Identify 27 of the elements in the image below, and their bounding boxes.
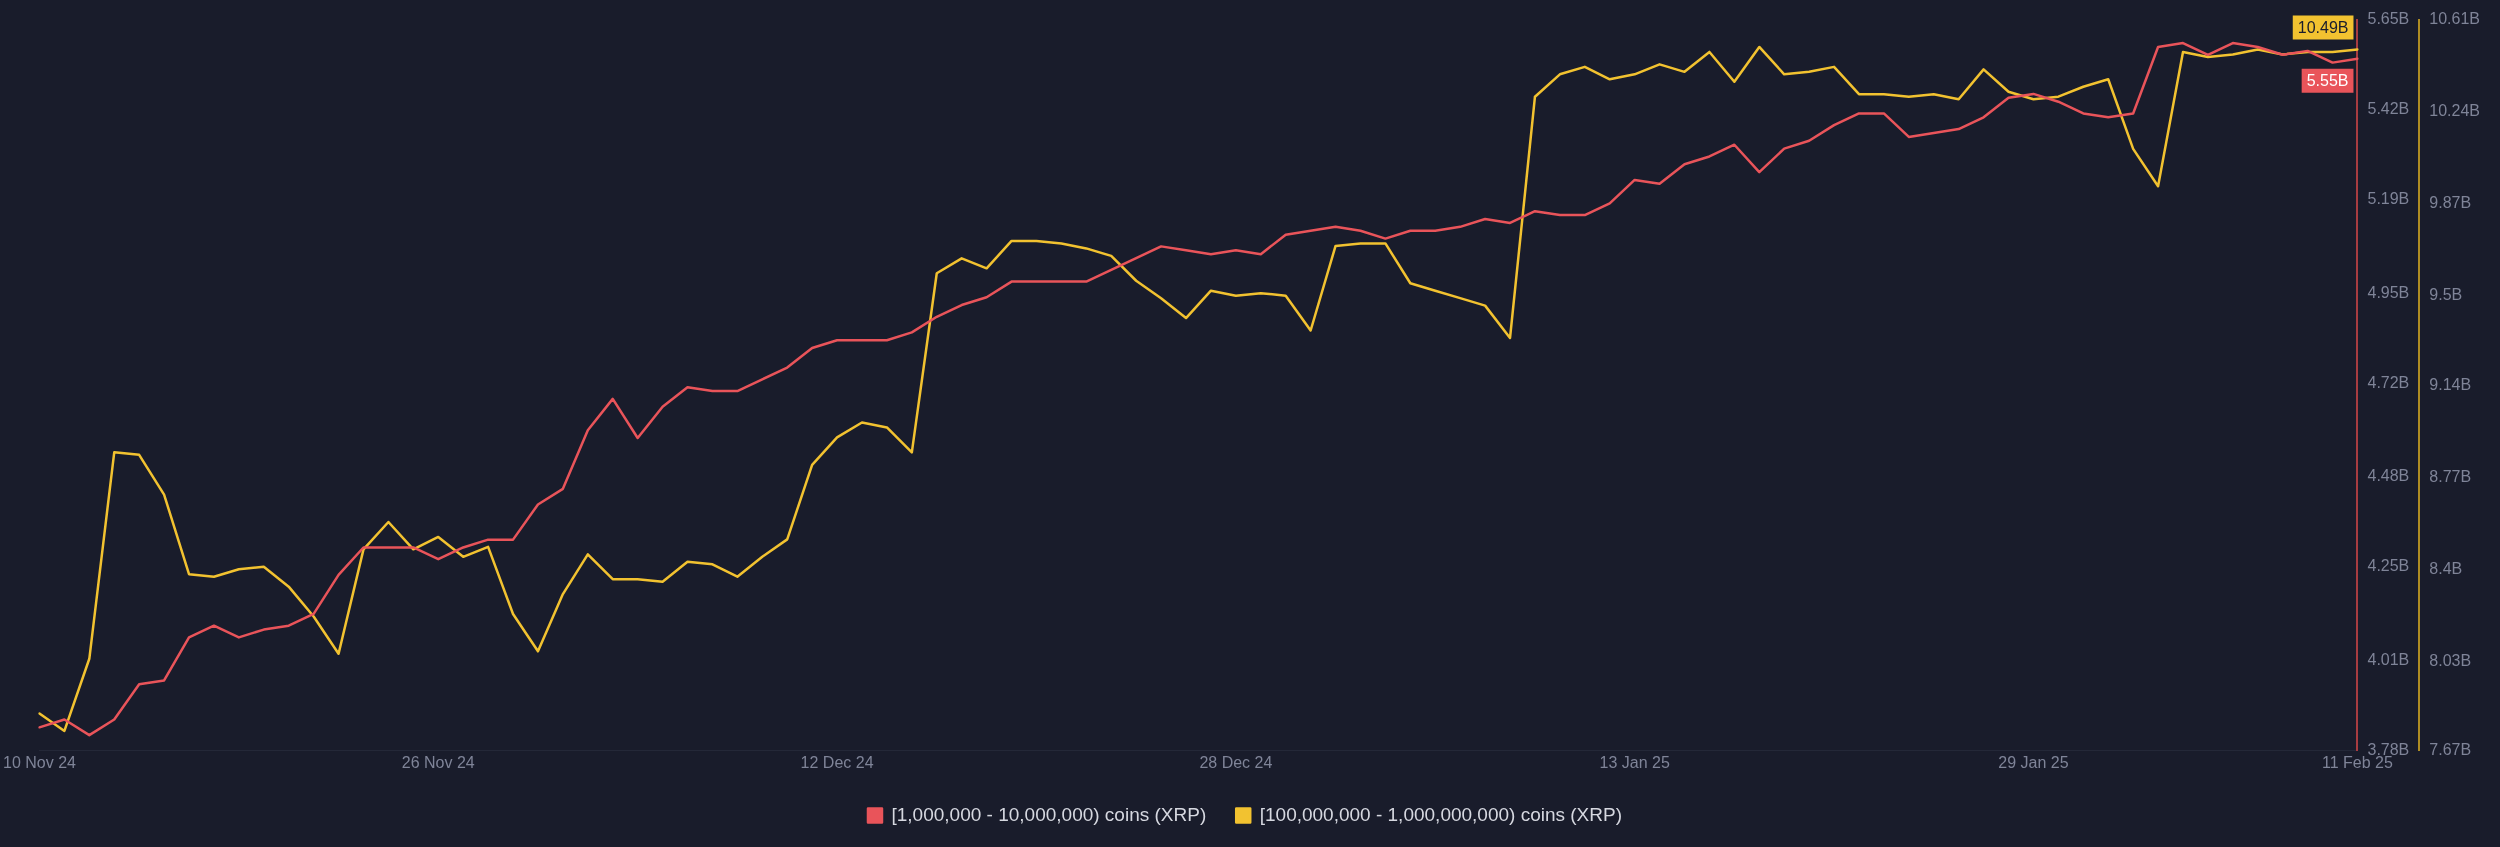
x-tick-label: 26 Nov 24 xyxy=(401,753,475,771)
legend-label: [100,000,000 - 1,000,000,000) coins (XRP) xyxy=(1259,803,1623,825)
y2-tick-label: 8.77B xyxy=(2429,467,2472,485)
y-tick-label: 5.65B xyxy=(2367,10,2410,28)
y2-tick-label: 9.87B xyxy=(2429,194,2472,212)
y-tick-label: 4.72B xyxy=(2367,373,2410,391)
y2-tick-label: 9.14B xyxy=(2429,375,2472,393)
y-tick-label: 5.19B xyxy=(2367,189,2410,207)
x-tick-label: 29 Jan 25 xyxy=(1998,753,2069,771)
y-tick-label: 4.01B xyxy=(2367,651,2410,669)
y-tick-label: 4.48B xyxy=(2367,467,2410,485)
y2-tick-label: 7.67B xyxy=(2429,741,2472,759)
x-tick-label: 28 Dec 24 xyxy=(1199,753,1273,771)
x-tick-label: 13 Jan 25 xyxy=(1599,753,1670,771)
y-tick-label: 4.25B xyxy=(2367,557,2410,575)
y2-tick-label: 10.24B xyxy=(2429,102,2481,120)
x-tick-label: 12 Dec 24 xyxy=(800,753,874,771)
y2-tick-label: 8.03B xyxy=(2429,651,2472,669)
data-label: 5.55B xyxy=(2306,72,2349,90)
y-tick-label: 4.95B xyxy=(2367,283,2410,301)
y2-tick-label: 10.61B xyxy=(2429,10,2481,28)
x-tick-label: 10 Nov 24 xyxy=(3,753,77,771)
y2-tick-label: 9.5B xyxy=(2429,286,2463,304)
legend-label: [1,000,000 - 10,000,000) coins (XRP) xyxy=(891,803,1207,825)
y2-tick-label: 8.4B xyxy=(2429,559,2463,577)
data-label: 10.49B xyxy=(2297,18,2349,36)
y-tick-label: 5.42B xyxy=(2367,99,2410,117)
